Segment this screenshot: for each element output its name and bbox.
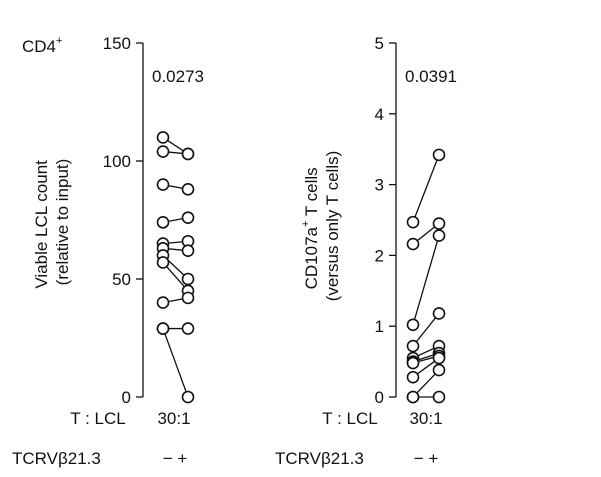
p-value: 0.0273 — [152, 67, 204, 86]
pair-connector — [412, 235, 440, 325]
y-tick-label: 50 — [112, 270, 131, 289]
point-plus — [432, 229, 446, 242]
pairs — [406, 148, 446, 404]
point-minus — [406, 339, 420, 353]
y-tick-label: 2 — [375, 246, 384, 265]
y-tick-label: 3 — [375, 176, 384, 195]
point-minus — [406, 237, 420, 251]
point-minus — [156, 256, 170, 269]
p-value: 0.0391 — [405, 67, 457, 86]
point-plus — [181, 322, 195, 335]
point-minus — [156, 322, 170, 335]
point-minus — [406, 215, 420, 229]
point-plus — [181, 291, 195, 305]
panel-cd4-viable-lcl: CD4+ Viable LCL count (relative to input… — [12, 34, 204, 468]
ratio-value: 30:1 — [157, 409, 190, 428]
pair-connector — [412, 313, 440, 347]
tcr-value: − + — [163, 449, 188, 468]
pair-connector — [412, 154, 440, 223]
point-plus — [432, 351, 446, 365]
ratio-label: T : LCL — [322, 409, 377, 428]
y-axis-label-line-2: (relative to input) — [53, 159, 72, 286]
panel-label: CD4+ — [22, 35, 62, 56]
point-plus — [181, 244, 195, 257]
point-minus — [156, 216, 170, 229]
point-minus — [406, 318, 420, 332]
y-tick-label: 1 — [375, 317, 384, 336]
point-plus — [432, 148, 446, 162]
point-plus — [432, 390, 446, 404]
point-plus — [432, 363, 446, 377]
point-plus — [181, 272, 195, 286]
y-axis-label-line-1: Viable LCL count — [32, 160, 51, 289]
y-tick-label: 0 — [375, 388, 384, 407]
y-axis-label-line-2: (versus only T cells) — [323, 151, 342, 302]
pairs — [156, 131, 195, 404]
y-tick-label: 0 — [122, 388, 131, 407]
point-minus — [156, 296, 170, 309]
point-minus — [406, 390, 420, 404]
ratio-value: 30:1 — [409, 409, 442, 428]
y-tick-label: 4 — [375, 105, 384, 124]
y-tick-label: 100 — [103, 152, 131, 171]
y-ticks: 0 1 2 3 4 5 — [375, 34, 396, 407]
tcr-label: TCRVβ21.3 — [12, 449, 101, 468]
ratio-label: T : LCL — [70, 409, 125, 428]
pair-connector — [162, 328, 189, 398]
point-minus — [406, 370, 420, 384]
point-plus — [181, 147, 195, 161]
y-tick-label: 150 — [103, 34, 131, 53]
tcr-value: − + — [414, 449, 439, 468]
y-axis-label: CD107a+ T cells (versus only T cells) — [300, 151, 342, 302]
point-minus — [406, 356, 420, 370]
point-minus — [156, 178, 170, 191]
point-plus — [181, 390, 195, 404]
panel-cd107a: CD107a+ T cells (versus only T cells) 0 1… — [275, 34, 457, 468]
y-ticks: 0 50 100 150 — [103, 34, 143, 407]
y-axis-label-line-1: CD107a+ T cells — [300, 167, 321, 289]
y-axis-label: Viable LCL count (relative to input) — [32, 155, 72, 288]
point-plus — [432, 217, 446, 230]
point-plus — [181, 183, 195, 196]
y-tick-label: 5 — [375, 34, 384, 53]
point-plus — [432, 307, 446, 320]
point-minus — [156, 145, 170, 158]
point-plus — [181, 211, 195, 224]
point-minus — [156, 131, 170, 144]
tcr-label: TCRVβ21.3 — [275, 449, 364, 468]
